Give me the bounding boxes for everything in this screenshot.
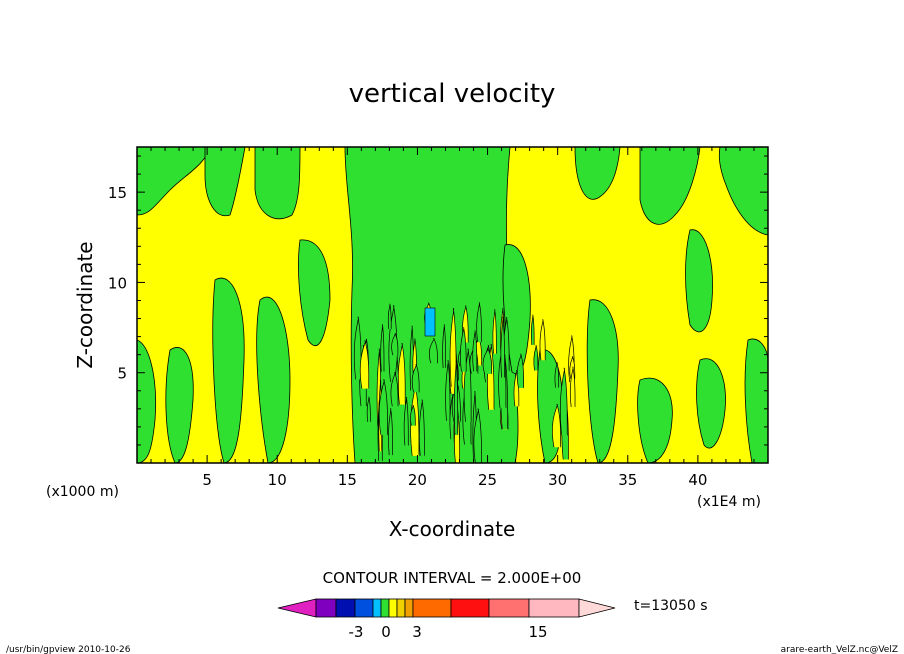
fine-contour [482, 348, 493, 375]
positive-velocity-region [586, 299, 619, 463]
colorbar-segment [388, 598, 398, 618]
x-unit-left: (x1000 m) [46, 484, 119, 500]
y-tick-label: 10 [108, 274, 127, 292]
positive-velocity-region [165, 347, 194, 463]
positive-velocity-region [639, 147, 701, 225]
fine-contour [473, 408, 483, 463]
negative-velocity-spot [424, 307, 436, 337]
fine-contour [387, 303, 392, 330]
positive-velocity-region [256, 296, 291, 463]
x-unit-right: (x1E4 m) [697, 494, 761, 510]
footer-left: /usr/bin/gpview 2010-10-26 [6, 645, 131, 654]
positive-velocity-region [696, 358, 726, 449]
x-tick-label: 5 [202, 471, 212, 489]
fine-contour [378, 379, 389, 436]
positive-velocity-region [637, 377, 673, 463]
y-axis: 5 10 15 [108, 155, 768, 446]
fine-contour [428, 338, 439, 364]
x-tick-label: 35 [618, 471, 637, 489]
y-tick-label: 5 [117, 365, 127, 383]
x-axis-label: X-coordinate [389, 517, 516, 541]
colorbar-tick-label: 0 [381, 623, 391, 641]
fine-contour [390, 371, 399, 407]
positive-velocity-regions [137, 147, 768, 463]
positive-velocity-region [137, 339, 156, 463]
fine-contour [476, 302, 483, 343]
fine-contour [530, 314, 535, 346]
footer-right: arare-earth_VelZ.nc@VelZ [781, 645, 898, 654]
x-tick-label: 20 [408, 471, 427, 489]
colorbar-segment [404, 598, 414, 618]
chart-title: vertical velocity [349, 79, 556, 109]
positive-velocity-region [298, 239, 331, 347]
colorbar: -3 0 3 15 [277, 598, 616, 641]
fine-contour [533, 344, 539, 371]
colorbar-arrow-high [578, 598, 616, 618]
fine-contour [418, 399, 425, 457]
fine-contour [391, 333, 399, 356]
fine-contour [559, 367, 568, 436]
fine-contour [380, 324, 385, 372]
y-axis-label: Z-coordinate [73, 241, 97, 368]
fine-contour [442, 324, 447, 369]
y-tick-label: 15 [108, 184, 127, 202]
positive-velocity-region [254, 147, 301, 220]
positive-velocity-region [574, 147, 621, 200]
colorbar-segment [396, 598, 406, 618]
x-tick-label: 30 [548, 471, 567, 489]
colorbar-segment [354, 598, 374, 618]
positive-velocity-region [685, 229, 713, 333]
colorbar-segment [380, 598, 390, 618]
fine-contour [500, 316, 506, 378]
colorbar-segment [372, 598, 382, 618]
plot-frame [136, 146, 769, 464]
fine-contour [411, 364, 420, 393]
fine-contour [366, 396, 371, 423]
fine-contour [569, 366, 576, 408]
contour-interval-label: CONTOUR INTERVAL = 2.000E+00 [323, 569, 582, 587]
colorbar-segment [488, 598, 530, 618]
fine-contour [516, 353, 525, 389]
fine-contour [460, 327, 467, 373]
x-tick-label: 25 [478, 471, 497, 489]
fine-contour-lines [353, 302, 576, 463]
positive-velocity-region [344, 147, 519, 463]
fine-contour [552, 403, 562, 448]
fine-contour [453, 360, 459, 436]
x-tick-label: 15 [338, 471, 357, 489]
fine-contour [539, 319, 546, 361]
fine-contour [492, 309, 497, 355]
colorbar-segment [335, 598, 356, 618]
fine-contour [359, 340, 370, 389]
positive-velocity-region [204, 147, 246, 217]
colorbar-tick-label: 3 [412, 623, 422, 641]
positive-velocity-region [718, 147, 768, 236]
colorbar-tick-label: 15 [528, 623, 547, 641]
fine-contour [388, 408, 394, 456]
positive-velocity-region [212, 277, 245, 463]
fine-contour [403, 396, 409, 446]
time-label: t=13050 s [634, 598, 708, 614]
plot-area [137, 147, 768, 463]
colorbar-segment [528, 598, 580, 618]
colorbar-arrow-low [277, 598, 317, 618]
x-tick-label: 10 [268, 471, 287, 489]
fine-contour [554, 362, 560, 388]
colorbar-segment [412, 598, 452, 618]
colorbar-segment [315, 598, 337, 618]
fine-contour [410, 404, 416, 426]
colorbar-segment [450, 598, 490, 618]
fine-contour [472, 330, 478, 372]
x-tick-label: 40 [688, 471, 707, 489]
colorbar-tick-label: -3 [349, 623, 364, 641]
x-axis: 5 10 15 20 25 30 35 40 [150, 147, 755, 489]
